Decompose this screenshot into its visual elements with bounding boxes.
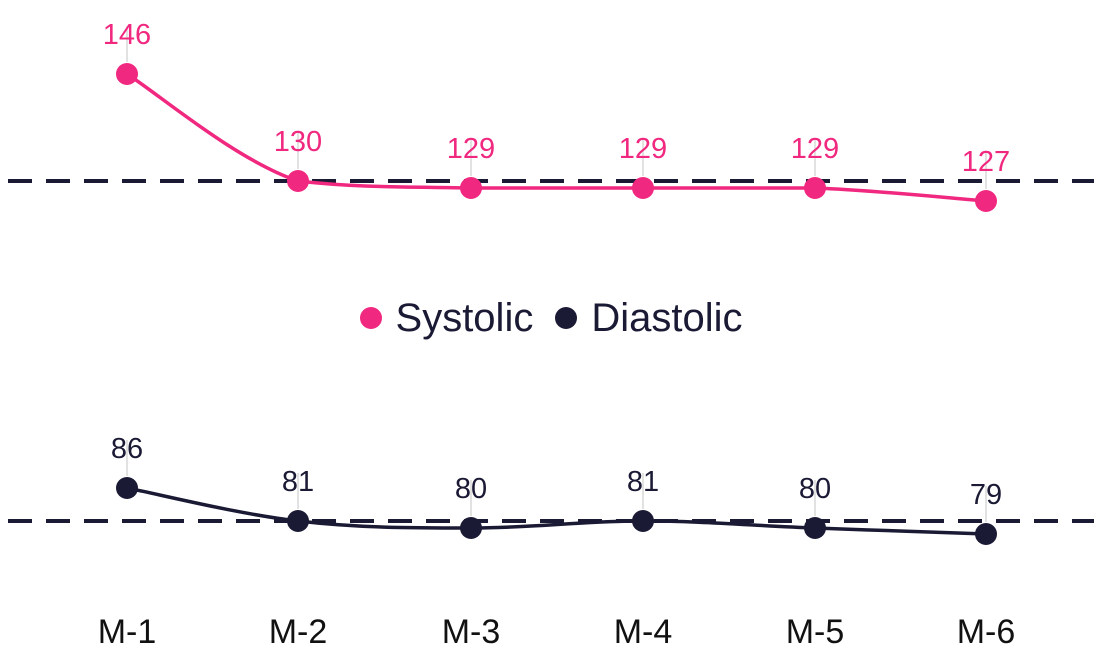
diastolic-value-label: 79 [970,479,1002,511]
systolic-value-label: 146 [103,19,151,51]
systolic-legend-marker [359,307,382,329]
x-axis-tick-labels: M-1 M-2 M-3 M-4 M-5 M-6 [98,613,1016,646]
diastolic-value-label: 80 [799,473,831,505]
diastolic-legend-marker [555,307,578,329]
systolic-value-label: 129 [619,133,667,165]
diastolic-point[interactable] [460,517,482,539]
systolic-point[interactable] [460,177,482,199]
legend-item-diastolic[interactable]: Diastolic [555,296,742,341]
systolic-value-label: 127 [962,146,1010,178]
x-tick-label: M-2 [269,613,328,646]
x-tick-label: M-1 [98,613,157,646]
systolic-point[interactable] [975,190,997,212]
legend: Systolic Diastolic [0,290,1102,346]
x-tick-label: M-4 [614,613,673,646]
diastolic-series: 86 81 80 81 80 79 [8,433,1094,545]
diastolic-value-label: 81 [627,466,659,498]
diastolic-point[interactable] [287,510,309,532]
legend-item-systolic[interactable]: Systolic [359,295,534,341]
systolic-legend-label: Systolic [395,295,534,340]
diastolic-point[interactable] [632,510,654,532]
diastolic-point[interactable] [975,523,997,545]
x-tick-label: M-6 [957,613,1016,646]
systolic-value-label: 129 [447,133,495,165]
systolic-value-label: 130 [274,126,322,158]
systolic-value-label: 129 [791,133,839,165]
diastolic-legend-label: Diastolic [591,295,743,340]
diastolic-value-label: 81 [282,466,314,498]
systolic-line [126,72,987,203]
diastolic-line [126,486,987,536]
systolic-point[interactable] [632,177,654,199]
diastolic-point[interactable] [804,517,826,539]
diastolic-value-label: 86 [111,433,143,465]
systolic-series: 146 130 129 129 129 127 [8,19,1094,212]
diastolic-point[interactable] [116,477,138,499]
systolic-point[interactable] [287,170,309,192]
systolic-point[interactable] [804,177,826,199]
x-tick-label: M-3 [442,613,501,646]
x-tick-label: M-5 [786,613,845,646]
systolic-point[interactable] [116,63,138,85]
diastolic-value-label: 80 [455,473,487,505]
